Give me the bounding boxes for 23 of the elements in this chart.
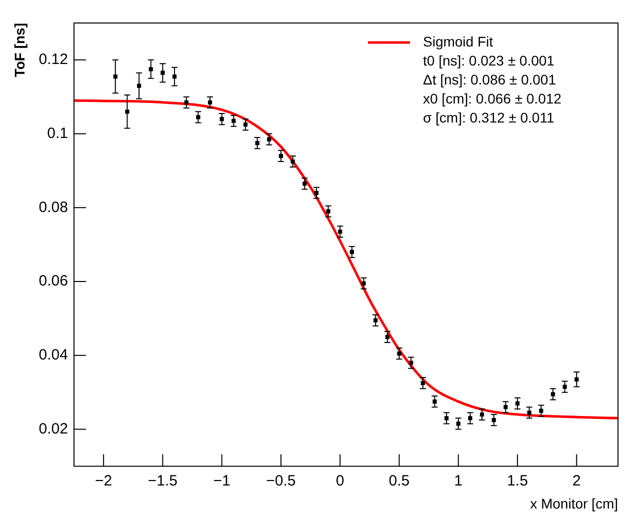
- y-tick-label: 0.02: [38, 420, 68, 438]
- y-tick-label: 0.1: [47, 124, 68, 142]
- legend-label: Sigmoid Fit: [423, 33, 494, 50]
- x-tick-label: 1: [454, 472, 463, 490]
- x-tick-label: 0: [336, 472, 344, 490]
- y-tick-label: 0.06: [38, 272, 68, 290]
- y-tick-label: 0.12: [38, 51, 68, 68]
- x-tick-label: −1: [213, 472, 230, 490]
- y-axis-title: ToF [ns]: [11, 23, 28, 78]
- x-axis-title: x Monitor [cm]: [530, 495, 618, 512]
- y-tick-label: 0.04: [38, 346, 68, 364]
- x-tick-label: 0.5: [388, 472, 410, 490]
- annotation: σ [cm]: 0.312 ± 0.011: [423, 109, 554, 126]
- x-tick-label: −0.5: [266, 472, 296, 490]
- annotation: Δt [ns]: 0.086 ± 0.001: [423, 71, 556, 88]
- x-tick-label: −2: [95, 472, 112, 490]
- annotation: x0 [cm]: 0.066 ± 0.012: [423, 90, 562, 106]
- x-tick-label: 1.5: [507, 472, 528, 490]
- annotation: t0 [ns]: 0.023 ± 0.001: [423, 52, 555, 68]
- x-tick-label: −1.5: [148, 472, 178, 490]
- y-tick-label: 0.08: [38, 198, 68, 216]
- point: [562, 384, 567, 389]
- x-tick-label: 2: [572, 472, 581, 490]
